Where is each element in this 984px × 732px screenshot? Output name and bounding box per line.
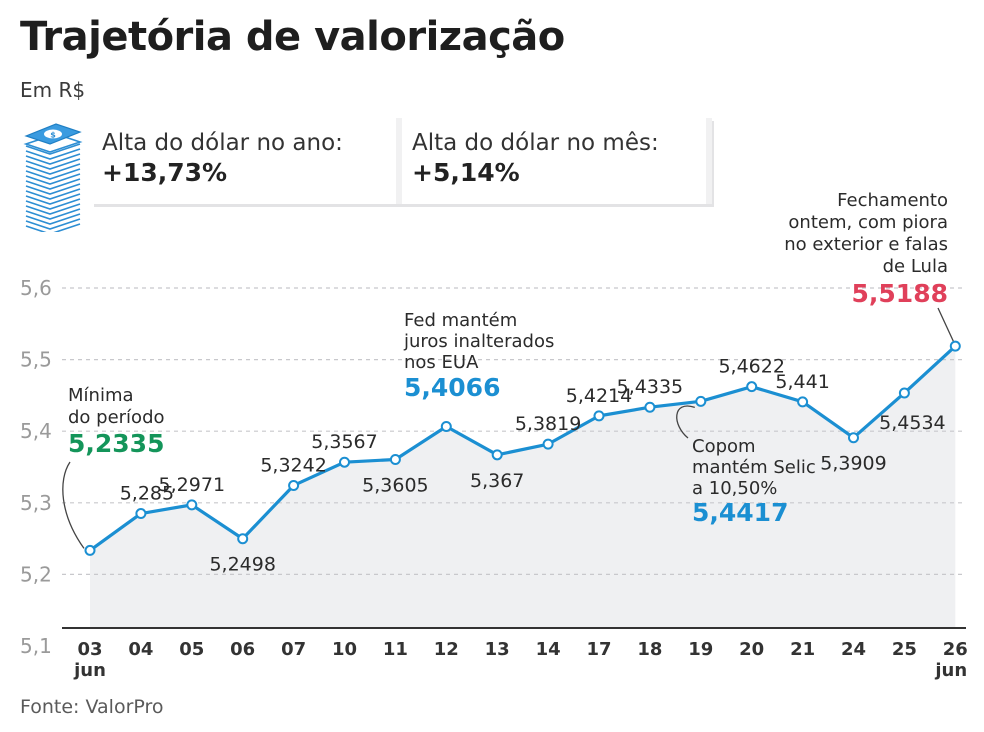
data-label: 5,4335: [617, 376, 683, 398]
data-point: [339, 456, 350, 468]
data-label: 5,4534: [879, 412, 945, 434]
x-tick-label: 12: [434, 639, 459, 660]
y-tick-label: 5,2: [20, 562, 52, 586]
y-tick-label: 5,1: [20, 634, 52, 658]
svg-text:$: $: [50, 131, 56, 140]
annotation-text: a 10,50%: [692, 478, 777, 499]
data-label: 5,3567: [311, 431, 377, 453]
chart-title: Trajetória de valorização: [20, 14, 565, 60]
y-tick-label: 5,3: [20, 491, 52, 515]
stat-month-value: +5,14%: [412, 158, 520, 187]
x-tick-label: 14: [536, 639, 561, 660]
data-point: [440, 420, 452, 432]
stat-year: Alta do dólar no ano: +13,73%: [92, 118, 396, 204]
annotation-text: ontem, com piora: [788, 212, 948, 233]
data-label: 5,285: [120, 483, 174, 505]
annotation-arrow: [937, 307, 954, 342]
data-label: 5,3819: [515, 413, 581, 435]
x-tick-label: 20: [739, 639, 764, 660]
data-label: 5,3909: [820, 453, 886, 475]
stat-month-label: Alta do dólar no mês:: [412, 130, 659, 156]
annotation-text: de Lula: [883, 256, 948, 277]
annotation-text: mantém Selic: [692, 457, 816, 478]
annotation-text: Fed mantém: [404, 310, 517, 331]
data-label: 5,441: [775, 371, 829, 393]
annotation-text: juros inalterados: [403, 331, 554, 352]
data-label: 5,367: [470, 470, 524, 492]
stat-year-label: Alta do dólar no ano:: [102, 130, 343, 156]
data-point: [237, 533, 249, 545]
x-month-label-end: jun: [934, 660, 967, 681]
x-tick-label: 07: [281, 639, 306, 660]
x-tick-label: 19: [688, 639, 713, 660]
data-label: 5,4622: [718, 356, 784, 378]
data-point: [288, 479, 300, 491]
data-point: [135, 508, 147, 520]
stats-panel: Alta do dólar no ano: +13,73% Alta do dó…: [92, 118, 712, 204]
annotation-arrow: [676, 405, 695, 439]
data-point: [186, 499, 198, 511]
data-point: [542, 438, 554, 450]
x-tick-label: 06: [230, 639, 255, 660]
annotation-arrow: [62, 461, 85, 549]
data-label: 5,3242: [260, 454, 326, 476]
data-label: 5,3605: [362, 474, 428, 496]
annotation-text: nos EUA: [404, 352, 479, 373]
x-tick-label: 18: [637, 639, 662, 660]
y-tick-label: 5,6: [20, 276, 52, 300]
y-tick-label: 5,4: [20, 419, 52, 443]
data-point: [695, 395, 707, 407]
annotation-text: Copom: [692, 436, 756, 457]
annotation-text: Fechamento: [837, 190, 948, 211]
data-point: [593, 410, 605, 422]
x-tick-label: 26: [943, 639, 968, 660]
x-tick-label: 10: [332, 639, 357, 660]
source-note: Fonte: ValorPro: [20, 696, 164, 718]
stat-year-value: +13,73%: [102, 158, 228, 187]
data-label: 5,2498: [209, 554, 275, 576]
data-point: [491, 449, 503, 461]
annotation-text: no exterior e falas: [784, 234, 948, 255]
x-tick-label: 04: [128, 639, 153, 660]
x-tick-label: 11: [383, 639, 408, 660]
x-tick-label: 13: [485, 639, 510, 660]
data-point: [898, 387, 910, 399]
y-tick-label: 5,5: [20, 348, 52, 372]
data-point: [746, 381, 758, 393]
data-point: [84, 544, 96, 556]
x-tick-label: 21: [790, 639, 815, 660]
x-tick-label: 05: [179, 639, 204, 660]
series-line: [89, 344, 957, 552]
annotation-value: 5,4066: [404, 373, 500, 402]
data-point: [848, 432, 859, 444]
data-label: 5,2971: [159, 474, 225, 496]
annotation-text: Mínima: [68, 385, 134, 406]
stat-month: Alta do dólar no mês: +5,14%: [402, 118, 706, 204]
money-stack-icon: $: [23, 123, 83, 232]
annotation-value: 5,5188: [852, 279, 948, 308]
area-fill: [90, 346, 956, 628]
x-tick-label: 03: [77, 639, 102, 660]
x-tick-label: 17: [586, 639, 611, 660]
annotation-value: 5,2335: [68, 429, 164, 458]
data-point: [949, 340, 961, 352]
chart-subtitle: Em R$: [20, 78, 86, 102]
data-point: [389, 453, 401, 465]
data-label: 5,4214: [566, 385, 632, 407]
data-point: [644, 401, 656, 413]
x-month-label-start: jun: [73, 660, 106, 681]
annotation-text: do período: [68, 407, 165, 428]
annotation-value: 5,4417: [692, 498, 788, 527]
data-point: [797, 396, 809, 408]
x-tick-label: 25: [892, 639, 917, 660]
x-tick-label: 24: [841, 639, 866, 660]
